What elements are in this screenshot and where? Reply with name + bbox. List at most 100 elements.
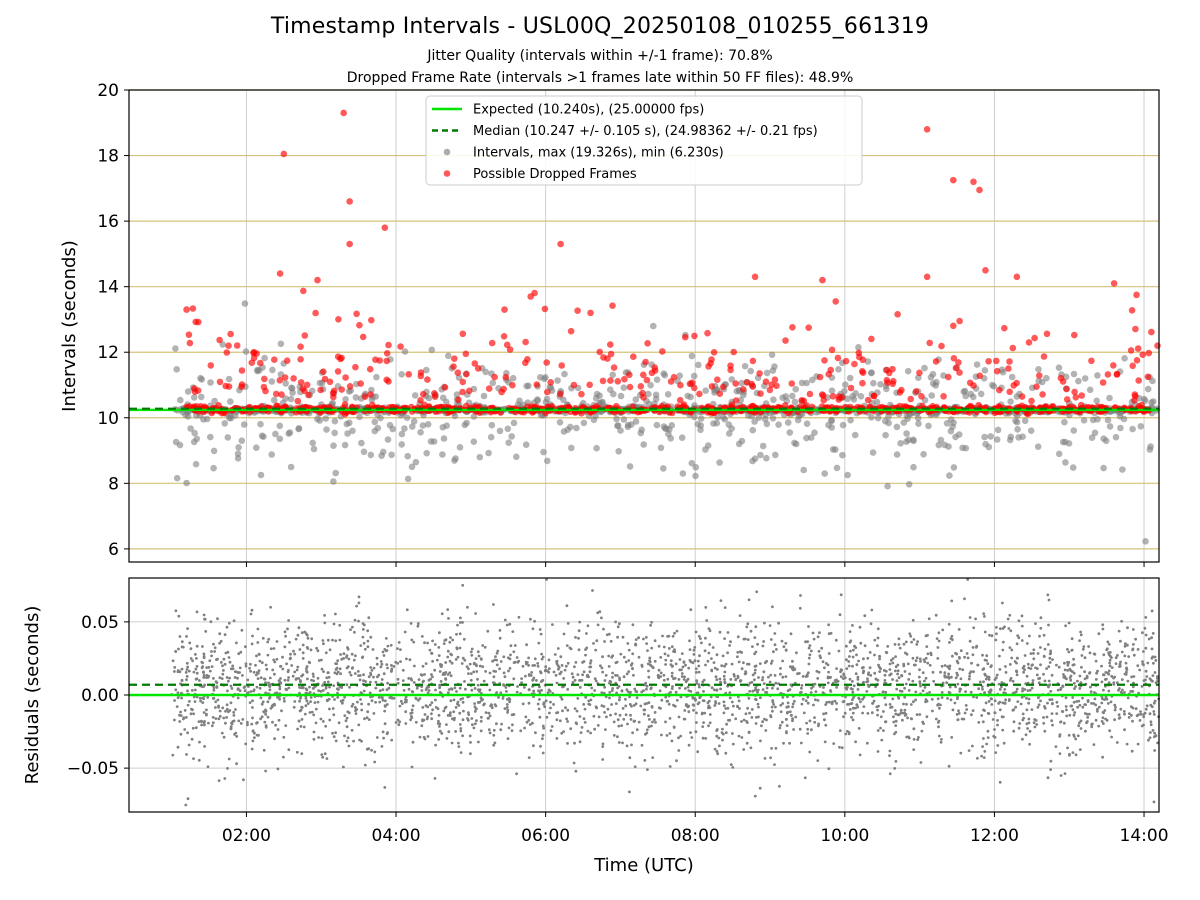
residual-point [981,653,984,657]
residual-point [901,718,904,722]
residual-point [1079,719,1083,723]
residual-point [839,675,843,679]
residual-point [565,644,569,647]
residual-point [607,654,611,658]
residual-point [547,688,551,692]
residual-point [183,709,187,712]
residual-point [281,667,285,671]
interval-point [580,419,588,427]
residual-point [729,678,733,681]
dropped-frame-point [368,316,375,324]
interval-point [741,362,749,370]
residual-point [988,633,991,637]
residual-point [505,706,509,709]
residual-point [246,720,249,724]
residual-point [469,752,472,756]
residual-point [500,722,503,726]
residual-point [1049,768,1052,771]
interval-point [614,422,622,429]
residual-point [242,686,246,689]
residual-point [823,740,827,744]
residual-point [888,749,892,753]
interval-point [509,374,517,382]
interval-point [786,429,794,436]
dropped-frame-point [558,362,565,369]
residual-point [574,769,578,773]
residual-point [415,686,419,690]
residual-point [443,706,447,710]
residual-point [873,653,876,657]
residual-point [643,759,647,762]
residual-point [401,679,405,682]
dropped-frame-point [1148,328,1155,336]
residual-point [749,746,753,750]
interval-point [573,424,580,432]
residual-point [719,687,722,691]
dropped-frame-point [993,367,1001,375]
residual-point [457,741,460,745]
residual-point [508,700,511,704]
residual-point [712,688,716,692]
residual-point [876,627,880,631]
interval-point [417,429,424,436]
residual-point [969,690,973,694]
residual-point [620,724,623,727]
interval-point [488,421,496,429]
residual-point [840,746,844,750]
residual-point [725,722,728,726]
interval-point [522,441,530,449]
residual-point [410,678,414,682]
residual-point [765,718,768,722]
interval-point [950,464,958,471]
dropped-frame-point [357,380,365,387]
residual-point [1007,627,1011,630]
residual-point [465,665,469,669]
interval-point [904,367,912,375]
residual-point [679,734,683,738]
residual-point [1090,725,1094,729]
residual-point [771,686,774,690]
residual-point [585,632,588,635]
residual-point [704,737,708,740]
residual-point [883,679,887,682]
dropped-frame-point [1135,377,1142,384]
residual-point [1114,706,1117,709]
dropped-frame-point [821,357,828,364]
residual-point [604,728,607,731]
residual-point [868,666,872,670]
interval-point [791,398,799,406]
residual-point [827,652,831,655]
top-ytick-label: 14 [97,278,119,298]
residual-point [1114,662,1118,665]
interval-point [443,398,450,406]
residual-point [336,659,340,663]
interval-point [772,451,779,459]
residual-point [1138,668,1142,672]
residual-point [296,665,300,669]
interval-point [1062,459,1069,466]
residual-point [1066,663,1070,667]
interval-point [757,451,764,459]
residual-point [334,662,337,665]
residual-point [1008,613,1012,617]
residual-point [689,608,693,612]
residual-point [283,699,286,703]
residual-point [753,652,756,656]
residual-point [350,666,354,670]
residual-point [1117,716,1121,720]
residual-point [831,700,834,704]
residual-point [614,620,617,624]
residual-point [1117,629,1121,633]
interval-point [726,430,733,437]
residual-point [876,713,879,717]
residual-point [467,713,471,716]
interval-point [626,463,634,470]
interval-point [650,322,657,330]
residual-point [695,721,698,724]
dropped-frame-point [578,390,585,398]
residual-point [275,657,279,661]
interval-point [811,429,818,437]
residual-point [439,664,443,668]
residual-point [573,707,577,710]
